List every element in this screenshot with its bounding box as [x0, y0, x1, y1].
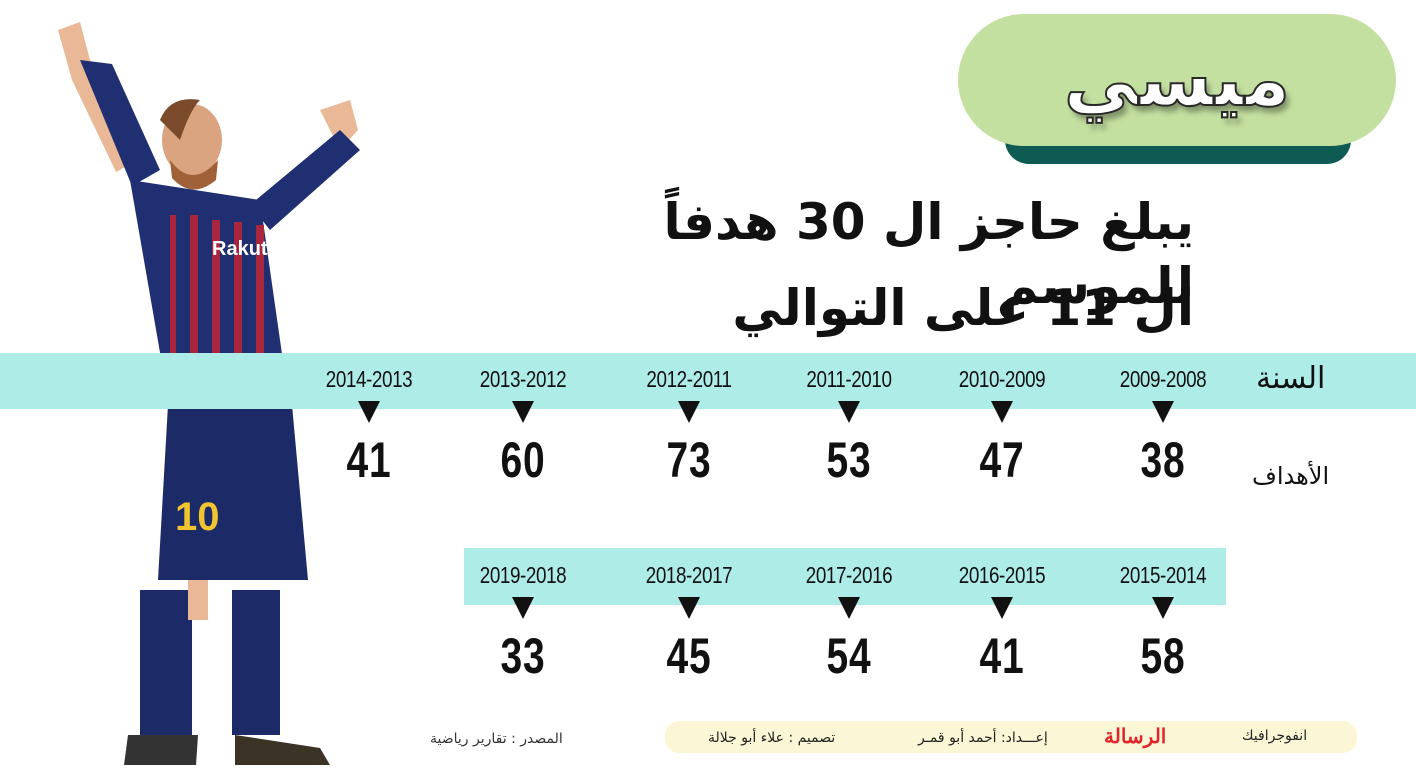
season-column: 2009-2008 38 [1093, 366, 1233, 489]
season-label: 2009-2008 [1119, 366, 1207, 392]
season-column: 2010-2009 47 [932, 366, 1072, 489]
season-label: 2012-2011 [646, 366, 732, 392]
season-label: 2014-2013 [325, 366, 413, 392]
arrow-down-icon [1152, 597, 1174, 619]
alresalah-logo: الرسالة [1104, 724, 1167, 748]
season-label: 2010-2009 [958, 366, 1046, 392]
seasons-band-2 [464, 548, 1226, 605]
source-note: المصدر : تقارير رياضية [430, 731, 563, 747]
page-title: ميسي [1063, 36, 1291, 124]
season-label: 2016-2015 [958, 562, 1046, 588]
season-column: 2014-2013 41 [299, 366, 439, 489]
goals-value: 33 [500, 628, 546, 684]
season-column: 2013-2012 60 [453, 366, 593, 489]
arrow-down-icon [991, 401, 1013, 423]
credits-bar [665, 721, 1357, 753]
season-label: 2017-2016 [805, 562, 893, 588]
goals-value: 53 [826, 432, 872, 488]
svg-text:10: 10 [175, 495, 220, 539]
goals-value: 73 [666, 432, 712, 488]
infographic-label: انفوجرافيك [1242, 728, 1308, 744]
season-column: 2012-2011 73 [619, 366, 759, 489]
headline-line-1: يبلغ حاجز ال 30 هدفاً للموسم [663, 193, 1194, 315]
season-column: 2015-2014 58 [1093, 562, 1233, 685]
season-label: 2019-2018 [479, 562, 567, 588]
arrow-down-icon [838, 401, 860, 423]
arrow-down-icon [991, 597, 1013, 619]
season-column: 2019-2018 33 [453, 562, 593, 685]
season-column: 2017-2016 54 [779, 562, 919, 685]
arrow-down-icon [1152, 401, 1174, 423]
arrow-down-icon [512, 597, 534, 619]
goals-value: 58 [1140, 628, 1186, 684]
year-label: السنة [1256, 361, 1326, 396]
prepared-by: إعـــداد: أحمد أبو قمـر [918, 730, 1048, 746]
goals-value: 41 [979, 628, 1025, 684]
goals-value: 45 [666, 628, 712, 684]
svg-text:Rakuten: Rakuten [212, 238, 291, 260]
arrow-down-icon [512, 401, 534, 423]
season-label: 2013-2012 [479, 366, 567, 392]
arrow-down-icon [678, 401, 700, 423]
arrow-down-icon [678, 597, 700, 619]
player-photo: Rakuten 10 [58, 22, 360, 765]
seasons-band-1 [0, 353, 1416, 409]
goals-value: 47 [979, 432, 1025, 488]
season-label: 2011-2010 [806, 366, 892, 392]
season-label: 2015-2014 [1119, 562, 1207, 588]
goals-value: 60 [500, 432, 546, 488]
goals-value: 54 [826, 628, 872, 684]
arrow-down-icon [838, 597, 860, 619]
arrow-down-icon [358, 401, 380, 423]
season-column: 2016-2015 41 [932, 562, 1072, 685]
season-column: 2011-2010 53 [779, 366, 919, 489]
goals-value: 38 [1140, 432, 1186, 488]
season-column: 2018-2017 45 [619, 562, 759, 685]
headline-line-2: ال 11 على التوالي [732, 279, 1194, 337]
goals-value: 41 [346, 432, 392, 488]
goals-label: الأهداف [1252, 462, 1330, 490]
season-label: 2018-2017 [645, 562, 733, 588]
designed-by: تصميم : علاء أبو جلالة [708, 730, 836, 746]
title-pill [958, 14, 1396, 146]
